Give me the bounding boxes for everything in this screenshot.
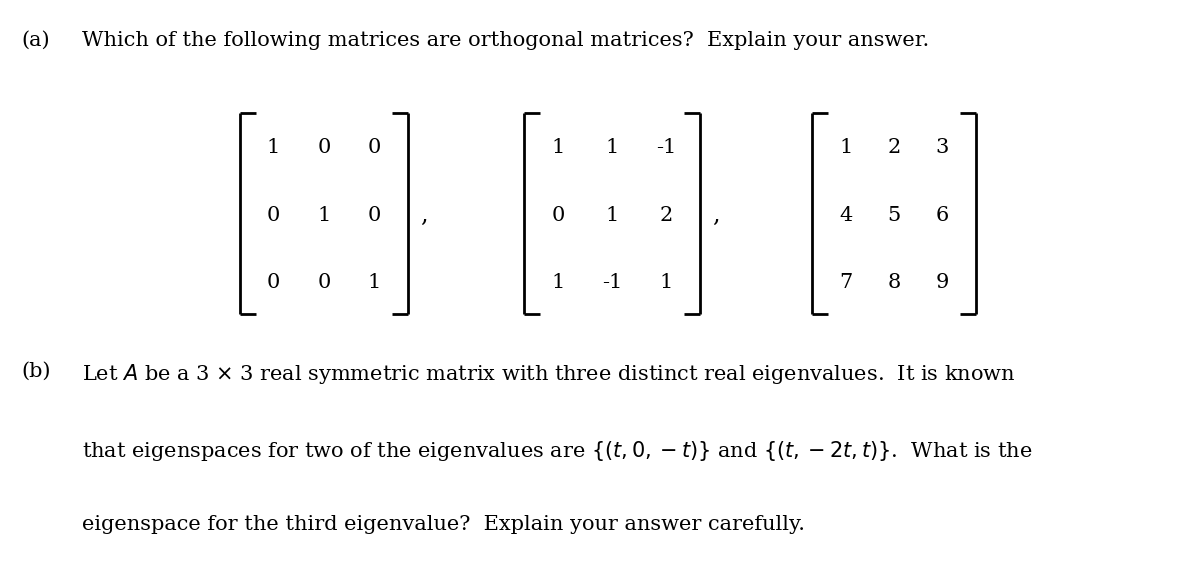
Text: 1: 1	[367, 273, 382, 293]
Text: (a): (a)	[22, 31, 50, 50]
Text: 1: 1	[605, 138, 619, 157]
Text: 0: 0	[317, 273, 331, 293]
Text: ,: ,	[420, 204, 427, 226]
Text: 0: 0	[317, 138, 331, 157]
Text: 0: 0	[266, 273, 281, 293]
Text: eigenspace for the third eigenvalue?  Explain your answer carefully.: eigenspace for the third eigenvalue? Exp…	[82, 515, 805, 534]
Text: 5: 5	[887, 205, 901, 225]
Text: 8: 8	[887, 273, 901, 293]
Text: -1: -1	[656, 138, 676, 157]
Text: 4: 4	[839, 205, 853, 225]
Text: -1: -1	[602, 273, 622, 293]
Text: 1: 1	[659, 273, 673, 293]
Text: 1: 1	[317, 205, 331, 225]
Text: Which of the following matrices are orthogonal matrices?  Explain your answer.: Which of the following matrices are orth…	[82, 31, 929, 50]
Text: 2: 2	[659, 205, 673, 225]
Text: 0: 0	[367, 205, 382, 225]
Text: 6: 6	[935, 205, 949, 225]
Text: 2: 2	[887, 138, 901, 157]
Text: 1: 1	[551, 138, 565, 157]
Text: 9: 9	[935, 273, 949, 293]
Text: 1: 1	[551, 273, 565, 293]
Text: 3: 3	[935, 138, 949, 157]
Text: 0: 0	[266, 205, 281, 225]
Text: 1: 1	[605, 205, 619, 225]
Text: 0: 0	[367, 138, 382, 157]
Text: 1: 1	[839, 138, 853, 157]
Text: (b): (b)	[22, 362, 52, 381]
Text: 7: 7	[839, 273, 853, 293]
Text: ,: ,	[712, 204, 719, 226]
Text: Let $A$ be a 3 $\times$ 3 real symmetric matrix with three distinct real eigenva: Let $A$ be a 3 $\times$ 3 real symmetric…	[82, 362, 1015, 386]
Text: that eigenspaces for two of the eigenvalues are $\{(t, 0, -t)\}$ and $\{(t, -2t,: that eigenspaces for two of the eigenval…	[82, 439, 1032, 462]
Text: 0: 0	[551, 205, 565, 225]
Text: 1: 1	[266, 138, 281, 157]
